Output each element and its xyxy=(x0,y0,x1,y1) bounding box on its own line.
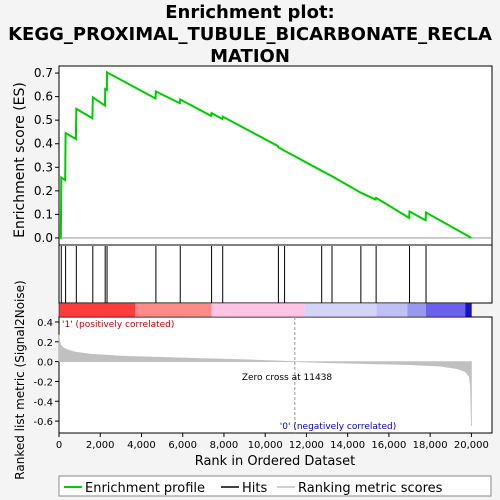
negative-annotation: '0' (negatively correlated) xyxy=(280,422,396,432)
es-layer: 0.0 0.1 0.2 0.3 0.4 0.5 0.6 0.7 xyxy=(34,66,492,245)
legend-label-ranking: Ranking metric scores xyxy=(298,481,443,496)
title-line-1: Enrichment plot: xyxy=(165,2,335,23)
metric-xtick-label: 8,000 xyxy=(210,440,239,451)
legend-label-hits: Hits xyxy=(242,481,267,496)
es-ytick-label: 0.7 xyxy=(34,66,53,80)
es-ytick-label: 0.6 xyxy=(34,90,53,104)
metric-ytick-label: -0.6 xyxy=(33,417,53,428)
colorbar-segment xyxy=(465,303,472,317)
es-ytick-label: 0.2 xyxy=(34,184,53,198)
metric-ytick-label: -0.4 xyxy=(33,397,53,408)
metric-xtick-label: 0 xyxy=(56,440,62,451)
zero-cross-annotation: Zero cross at 11438 xyxy=(242,373,333,383)
metric-ytick-label: 0.0 xyxy=(37,358,53,369)
title-line-3: MATION xyxy=(210,46,290,67)
metric-xtick-label: 2,000 xyxy=(86,440,115,451)
es-ytick-label: 0.0 xyxy=(34,231,53,245)
metric-xtick-label: 4,000 xyxy=(127,440,156,451)
es-ytick-label: 0.5 xyxy=(34,113,53,127)
colorbar-segment xyxy=(59,303,136,317)
ranking-metric-area xyxy=(58,334,472,427)
colorbar-outline xyxy=(58,302,472,318)
positive-annotation: '1' (positively correlated) xyxy=(62,320,174,330)
enrichment-profile-line xyxy=(59,70,472,239)
chart-title: Enrichment plot: KEGG_PROXIMAL_TUBULE_BI… xyxy=(0,2,500,68)
colorbar-segment xyxy=(407,303,427,317)
title-line-2: KEGG_PROXIMAL_TUBULE_BICARBONATE_RECLA xyxy=(8,24,492,45)
es-ytick-label: 0.3 xyxy=(34,160,53,174)
legend-box xyxy=(58,475,492,497)
colorbar-layer xyxy=(58,302,472,318)
metric-xtick-label: 12,000 xyxy=(289,440,324,451)
metric-xtick-label: 14,000 xyxy=(330,440,365,451)
metric-layer: 0.4 0.2 0.0 -0.2 -0.4 -0.6 0 2,000 4,000 6,000 8,0… xyxy=(33,317,489,451)
colorbar-segment xyxy=(135,303,212,317)
metric-xtick-label: 18,000 xyxy=(413,440,448,451)
metric-panel-frame xyxy=(58,316,493,434)
metric-xtick-label: 20,000 xyxy=(454,440,489,451)
metric-ytick-label: 0.4 xyxy=(37,318,53,329)
es-panel-frame xyxy=(58,65,493,246)
metric-ytick-label: 0.2 xyxy=(37,338,53,349)
metric-xtick-label: 10,000 xyxy=(248,440,283,451)
es-axis-label: Enrichment score (ES) xyxy=(12,82,28,238)
es-ytick-label: 0.1 xyxy=(34,207,53,221)
colorbar-segment xyxy=(376,303,408,317)
es-ytick-label: 0.4 xyxy=(34,137,53,151)
colorbar-segment xyxy=(426,303,466,317)
metric-xtick-label: 16,000 xyxy=(371,440,406,451)
metric-ytick-label: -0.2 xyxy=(33,377,53,388)
hits-layer xyxy=(60,246,427,303)
metric-axis-label: Ranked list metric (Signal2Noise) xyxy=(13,280,27,479)
x-axis-label: Rank in Ordered Dataset xyxy=(195,454,356,469)
metric-xtick-label: 6,000 xyxy=(168,440,197,451)
colorbar-segment xyxy=(304,303,377,317)
legend-label-enrichment: Enrichment profile xyxy=(85,481,205,496)
colorbar-segment xyxy=(211,303,305,317)
hits-panel-frame xyxy=(58,244,493,304)
